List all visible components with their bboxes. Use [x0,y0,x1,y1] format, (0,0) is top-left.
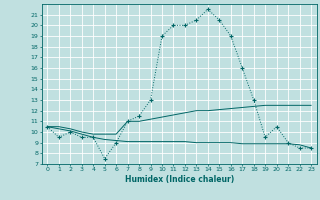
X-axis label: Humidex (Indice chaleur): Humidex (Indice chaleur) [124,175,234,184]
